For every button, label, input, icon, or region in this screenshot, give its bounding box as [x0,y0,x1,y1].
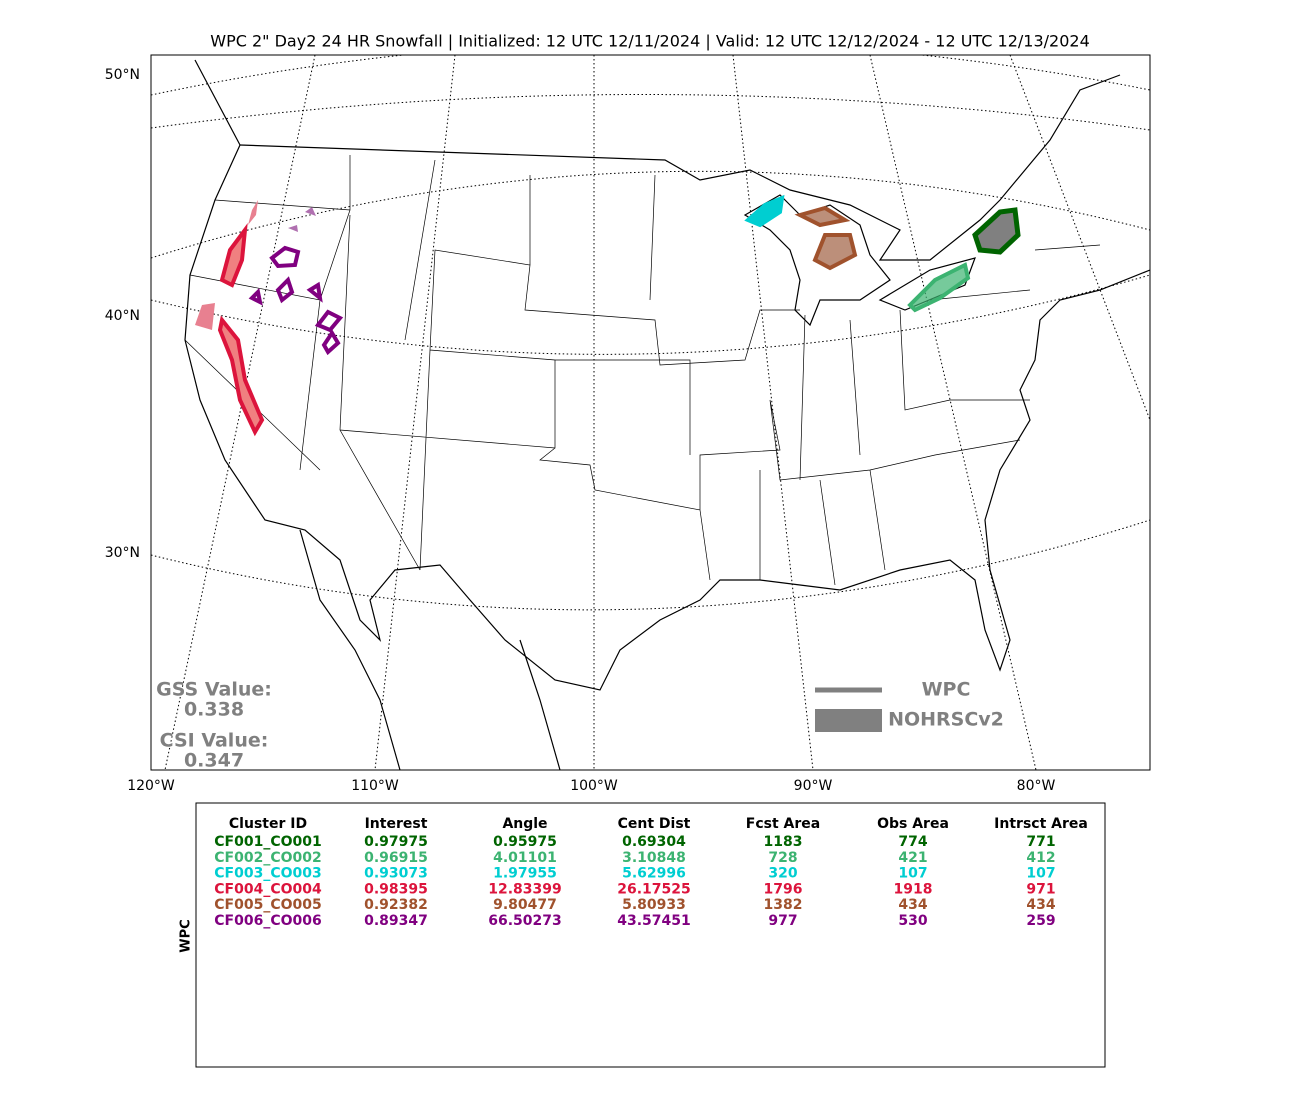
table-header: Intrsct Area [994,816,1088,832]
cluster [744,194,785,228]
border [239,74,1121,261]
table-cell: 771 [1026,834,1055,850]
legend-label: NOHRSCv2 [888,709,1004,731]
table-cell: 0.98395 [364,881,428,897]
table-header: Cluster ID [229,816,307,832]
table-cell: 4.01101 [493,850,557,866]
table-cell: 1796 [764,881,803,897]
clusters [195,194,1021,437]
table-cell: 1.97955 [493,866,557,882]
table-cell: 107 [1026,866,1055,882]
table-cell: 728 [768,850,797,866]
lat-label: 50°N [105,67,140,83]
table-cell: 412 [1026,850,1055,866]
parallel [151,94,1150,131]
table-cell: 12.83399 [488,881,562,897]
table-cell: 66.50273 [488,913,562,929]
state-borders [184,155,1101,586]
side-label: WPC [179,919,194,952]
table-cell: 259 [1026,913,1055,929]
lon-label: 120°W [127,778,175,794]
table-cell: 107 [898,866,927,882]
table-cell: 0.92382 [364,897,428,913]
table-cell: 1918 [894,881,933,897]
legend-label: WPC [922,679,971,701]
map-frame [150,54,1151,771]
parallel [151,170,1150,259]
table-cell: 5.80933 [622,897,686,913]
table-cell: 5.62996 [622,866,686,882]
lon-label: 80°W [1017,778,1056,794]
table-cell: 530 [898,913,927,929]
csi-label: CSI Value: [160,730,269,752]
table-cell: CF006_CO006 [214,913,321,929]
table-cell: CF002_CO002 [214,850,321,866]
table-cell: 971 [1026,881,1055,897]
table-header: Fcst Area [746,816,820,832]
lat-label: 40°N [105,308,140,324]
table-header: Cent Dist [618,816,691,832]
table-cell: 0.97975 [364,834,428,850]
table-cell: 1382 [764,897,803,913]
title: WPC 2" Day2 24 HR Snowfall | Initialized… [210,32,1090,51]
table-cell: 320 [768,866,797,882]
table-cell: 0.96915 [364,850,428,866]
table-cell: 0.89347 [364,913,428,929]
lat-label: 30°N [105,545,140,561]
cluster [217,223,265,437]
csi-value: 0.347 [184,750,244,772]
table-cell: 434 [1026,897,1055,913]
cluster [907,262,971,313]
cluster [972,207,1021,255]
obs-area [288,207,316,232]
table-cell: 26.17525 [617,881,691,897]
table-cell: 3.10848 [622,850,686,866]
lon-label: 90°W [794,778,833,794]
table-cell: 1183 [764,834,803,850]
parallel [151,519,1150,611]
table-cell: 421 [898,850,927,866]
gss-label: GSS Value: [156,679,272,701]
cluster [794,205,858,271]
lon-label: 100°W [570,778,618,794]
table-header: Interest [365,816,428,832]
parallel [151,274,1150,355]
table-header: Obs Area [877,816,949,832]
gss-value: 0.338 [184,699,244,721]
table-header: Angle [502,816,547,832]
table-cell: 434 [898,897,927,913]
coastline [184,59,1150,770]
table: WPC [179,802,1106,1068]
table-cell: 0.95975 [493,834,557,850]
lon-label: 110°W [351,778,399,794]
meridian [1009,55,1150,421]
table-cell: CF005_CO005 [214,897,321,913]
table-cell: CF003_CO003 [214,866,321,882]
legend-fill [815,709,882,732]
meridian [164,55,316,770]
table-cell: 0.69304 [622,834,686,850]
table-cell: 774 [898,834,927,850]
table-cell: 0.93073 [364,866,428,882]
cluster [248,245,344,356]
lake-erie [878,257,976,311]
table-cell: CF001_CO001 [214,834,321,850]
obs-area [195,200,258,330]
table-cell: 9.80477 [493,897,557,913]
table-cell: 43.57451 [617,913,691,929]
map: WPC NOHRSCv2 GSS Value: 0.338 CSI Value:… [150,54,1151,772]
table-cell: CF004_CO004 [214,881,322,897]
table-frame [195,802,1106,1068]
table-cell: 977 [768,913,797,929]
